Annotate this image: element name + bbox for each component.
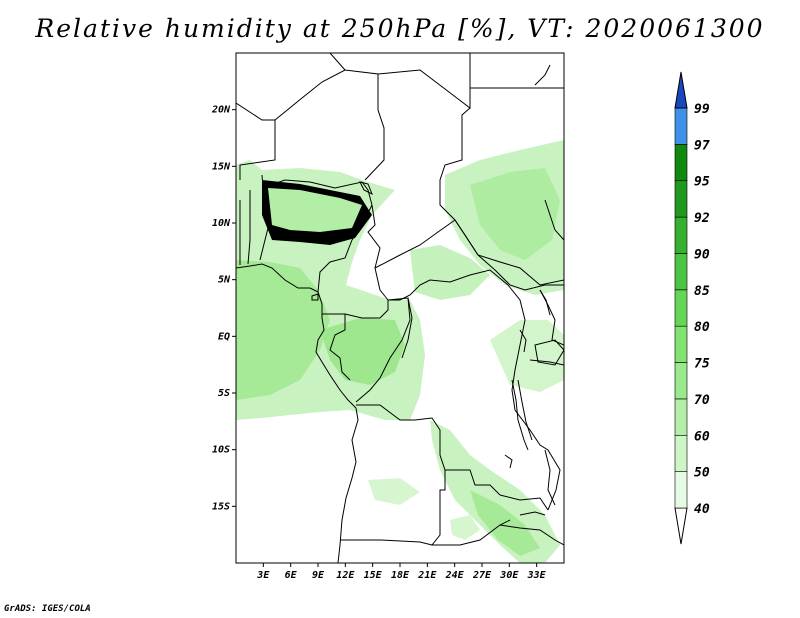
colorbar-segment <box>674 362 688 400</box>
boundary-gabon-congo <box>329 314 351 381</box>
colorbar-segment <box>674 216 688 254</box>
lon-tick-label: 30E <box>499 570 519 581</box>
boundary-sahara-3 <box>329 53 346 71</box>
humidity-area-southeast <box>430 420 560 563</box>
lake-kariba <box>519 511 546 516</box>
boundary-tanzania <box>529 359 564 366</box>
colorbar-segment <box>674 180 688 218</box>
colorbar-label: 80 <box>694 320 710 335</box>
boundary-drc-east <box>507 284 561 511</box>
colorbar-label: 50 <box>694 466 710 481</box>
lake-turkana-area <box>539 289 551 316</box>
humidity-area-south-patch <box>450 515 480 540</box>
humidity-area-northeast-core <box>470 168 560 260</box>
lake-mweru <box>504 454 513 469</box>
lon-tick-label: 24E <box>445 570 465 581</box>
lat-tick-label: 10N <box>212 218 231 229</box>
colorbar-segment <box>674 434 688 472</box>
river-congo-1 <box>401 297 413 359</box>
boundary-nigeria-niger <box>261 179 373 206</box>
humidity-area-sahel-core2 <box>268 188 362 232</box>
boundary-nigeria-cameroon <box>317 204 373 293</box>
lat-tick-label: 15N <box>212 161 231 172</box>
lon-tick-label: 33E <box>527 570 547 581</box>
colorbar-segment <box>674 289 688 327</box>
boundary-ethiopia <box>544 199 564 241</box>
latitude-axis: 20N 15N 10N 5N EQ 5S 10S 15S <box>211 105 236 512</box>
colorbar-label: 99 <box>694 102 710 117</box>
colorbar-segment <box>674 144 688 182</box>
lon-tick-label: 21E <box>417 570 437 581</box>
coastline-west <box>236 263 357 409</box>
colorbar-high-triangle <box>674 71 688 109</box>
colorbar-label: 97 <box>694 138 710 153</box>
lake-tanganyika <box>511 379 533 451</box>
lon-tick-label: 15E <box>364 570 383 581</box>
colorbar-segment <box>674 325 688 363</box>
colorbar-segment <box>674 107 688 145</box>
lake-malawi <box>544 449 556 506</box>
colorbar-segment <box>674 398 688 436</box>
map-title: Relative humidity at 250hPa [%], VT: 202… <box>35 14 765 43</box>
lat-tick-label: 5S <box>218 388 230 399</box>
lat-tick-label: EQ <box>218 331 230 342</box>
colorbar-label: 85 <box>694 284 710 299</box>
humidity-area-west-core <box>236 260 330 400</box>
longitude-axis: 3E 6E 9E 12E 15E 18E 21E 24E 27E 30E 33E <box>256 563 547 581</box>
colorbar-segment <box>674 471 688 509</box>
lon-tick-label: 3E <box>256 570 270 581</box>
lake-victoria <box>534 339 564 366</box>
colorbar-label: 60 <box>694 429 710 444</box>
boundary-south-sudan <box>454 219 564 286</box>
boundary-cameroon-chad <box>367 204 389 301</box>
boundary-sahara-2 <box>274 69 385 181</box>
lon-tick-label: 9E <box>312 570 325 581</box>
humidity-area-central <box>410 245 490 300</box>
lon-tick-label: 18E <box>391 570 410 581</box>
colorbar-segment <box>674 253 688 291</box>
boundary-cameroon-gabon <box>322 300 389 319</box>
lake-chad <box>359 181 373 196</box>
boundary-niger-libya <box>377 53 471 110</box>
boundary-zambia-zimbabwe <box>499 524 564 546</box>
coastline-south <box>337 407 359 563</box>
lat-tick-label: 10S <box>212 445 230 456</box>
boundary-chad-car <box>374 219 456 269</box>
humidity-area-southwest <box>368 478 420 505</box>
lake-albert <box>519 329 527 353</box>
humidity-shading <box>236 140 564 563</box>
boundary-sahara-1 <box>236 102 276 180</box>
boundary-benin <box>247 190 251 265</box>
humidity-area-lakes <box>490 320 564 392</box>
colorbar-label: 92 <box>694 211 710 226</box>
island-bioko <box>311 293 319 301</box>
colorbar: 40 50 60 70 75 80 85 90 92 95 97 99 <box>674 71 710 545</box>
boundary-zambia-malawi <box>499 494 549 511</box>
lon-tick-label: 12E <box>336 570 355 581</box>
colorbar-label: 70 <box>694 393 710 408</box>
lon-tick-label: 6E <box>285 570 298 581</box>
grads-credit: GrADS: IGES/COLA <box>4 604 91 614</box>
lon-tick-label: 27E <box>472 570 492 581</box>
colorbar-label: 75 <box>694 357 710 372</box>
humidity-area-top-left <box>236 160 262 185</box>
colorbar-label: 95 <box>694 175 710 190</box>
colorbar-low-triangle <box>674 507 688 545</box>
lat-tick-label: 5N <box>218 275 231 286</box>
colorbar-label: 90 <box>694 247 710 262</box>
boundary-egypt-red-sea <box>534 64 551 86</box>
colorbar-label: 40 <box>694 502 710 517</box>
country-boundaries <box>236 53 564 563</box>
lat-tick-label: 20N <box>211 105 231 116</box>
boundary-drc-angola <box>356 404 501 496</box>
boundary-angola-namibia <box>340 539 433 546</box>
lat-tick-label: 15S <box>212 501 230 512</box>
